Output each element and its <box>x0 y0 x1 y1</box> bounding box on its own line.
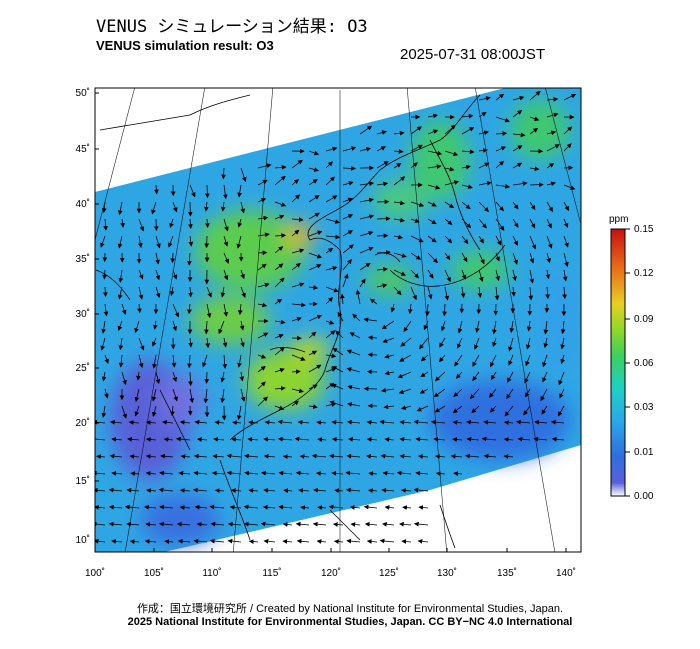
colorbar-unit: ppm <box>609 214 628 225</box>
lon-label: 125˚ <box>379 567 399 579</box>
colorbar-tick-label: 0.01 <box>634 447 654 458</box>
colorbar-tick-label: 0.12 <box>634 268 654 279</box>
lon-label: 140˚ <box>556 567 576 579</box>
colorbar-tick-label: 0.00 <box>634 491 654 502</box>
lat-label: 20˚ <box>76 417 90 429</box>
colorbar-tick-label: 0.03 <box>634 402 654 413</box>
map-frame <box>94 87 582 553</box>
timestamp: 2025-07-31 08:00JST <box>400 46 546 63</box>
lat-label: 15˚ <box>76 475 90 487</box>
colorbar-gradient <box>610 228 626 497</box>
lat-label: 35˚ <box>76 253 90 265</box>
lat-label: 25˚ <box>76 362 90 374</box>
title-english: VENUS simulation result: O3 <box>96 38 274 53</box>
lon-label: 115˚ <box>262 567 281 579</box>
lon-label: 110˚ <box>202 567 221 579</box>
colorbar-ticks: 0.15 0.12 0.09 0.06 0.03 0.01 0.00 <box>625 224 654 502</box>
lon-label: 120˚ <box>321 567 341 579</box>
colorbar-tick-label: 0.15 <box>634 224 654 235</box>
longitude-labels: 100˚ 105˚ 110˚ 115˚ 120˚ 125˚ 130˚ 135˚ 140˚ <box>85 548 576 579</box>
latitude-labels: 50˚ 45˚ 40˚ 35˚ 30˚ 25˚ 20˚ 15˚ 10˚ <box>76 87 99 546</box>
colorbar: ppm 0.15 0.12 0.09 0.06 0.03 0.01 0.00 <box>609 214 654 502</box>
lon-label: 135˚ <box>497 567 517 579</box>
lat-label: 45˚ <box>76 143 90 155</box>
wind-vectors <box>95 90 577 544</box>
title-japanese: VENUS シミュレーション結果: O3 <box>96 17 368 37</box>
graticule-lines <box>95 88 581 552</box>
colorbar-tick-label: 0.09 <box>634 314 654 325</box>
map-area <box>95 88 581 552</box>
lon-label: 100˚ <box>85 567 105 579</box>
credit-line-2: 2025 National Institute for Environmenta… <box>127 616 573 628</box>
lat-label: 50˚ <box>76 87 90 99</box>
lon-label: 105˚ <box>144 567 164 579</box>
lat-label: 10˚ <box>76 534 90 546</box>
lat-label: 30˚ <box>76 308 90 320</box>
lat-label: 40˚ <box>76 198 90 210</box>
credit-line-1: 作成：国立環境研究所 / Created by National Institu… <box>136 603 564 615</box>
colorbar-tick-label: 0.06 <box>634 358 654 369</box>
lon-label: 130˚ <box>437 567 457 579</box>
